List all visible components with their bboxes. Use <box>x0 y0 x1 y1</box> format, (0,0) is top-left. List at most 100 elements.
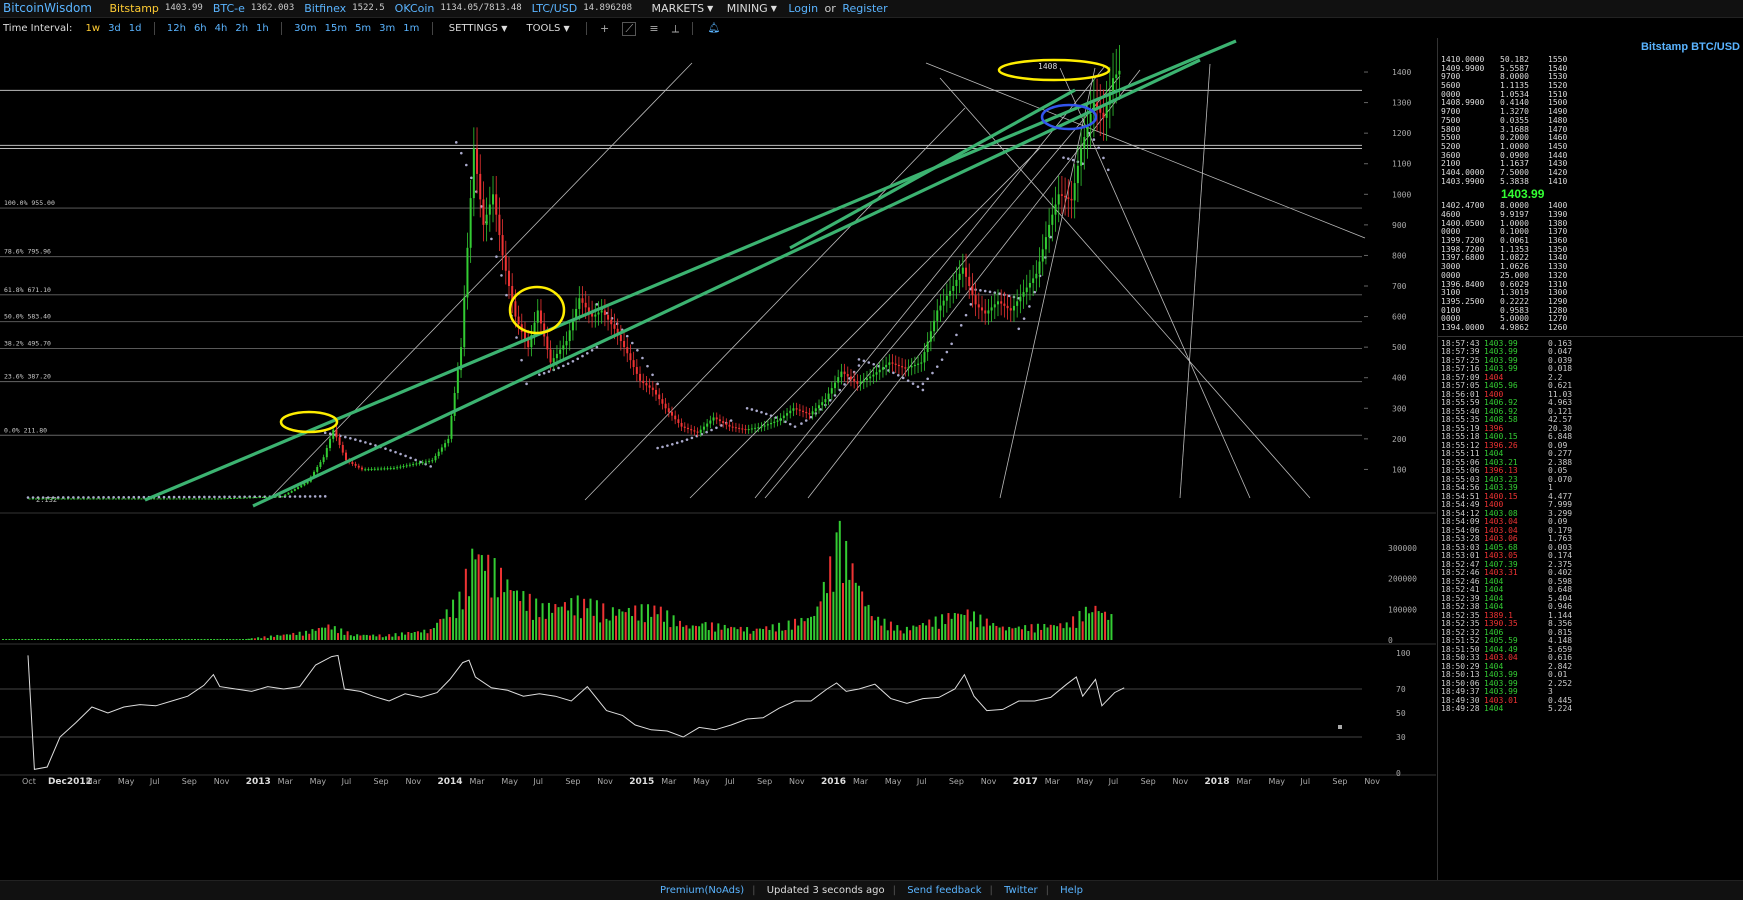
market-name[interactable]: OKCoin <box>394 2 435 15</box>
horizontal-lines-tool-icon[interactable]: ≡ <box>649 22 659 35</box>
candle-body <box>399 466 402 468</box>
volume-bar <box>149 639 152 640</box>
candle-body <box>677 419 680 423</box>
bid-price: 1396.8400 <box>1441 279 1485 289</box>
register-link[interactable]: Register <box>842 2 888 15</box>
trade-row: 18:54:09 1403.04 0.09 <box>1438 518 1743 527</box>
ask-level: 1420 <box>1548 167 1568 177</box>
interval-15m[interactable]: 15m <box>324 23 348 34</box>
mining-menu[interactable]: MINING ▼ <box>727 0 777 17</box>
trade-row: 18:50:33 1403.04 0.616 <box>1438 654 1743 663</box>
candle-body <box>795 408 798 410</box>
interval-1m[interactable]: 1m <box>403 23 420 34</box>
sar-dot <box>117 495 120 499</box>
volume-bar <box>912 625 915 640</box>
trade-row: 18:53:03 1405.68 0.003 <box>1438 543 1743 553</box>
candle-body <box>1102 112 1105 118</box>
sar-dot <box>605 311 609 315</box>
trade-amount: 5.659 <box>1548 644 1573 654</box>
fibonacci-tool-icon[interactable]: ⟂ <box>671 22 680 35</box>
drawn-diagonal-line <box>689 147 1041 499</box>
candle-body <box>495 194 498 215</box>
footer-divider: | <box>1045 885 1049 896</box>
volume-bar <box>94 639 97 640</box>
volume-bar <box>222 639 225 640</box>
sar-dot <box>465 163 468 167</box>
interval-3m[interactable]: 3m <box>379 23 396 34</box>
candle-body <box>351 462 354 464</box>
sar-dot <box>46 496 50 499</box>
trendline-tool-icon[interactable]: ⟋ <box>622 22 637 36</box>
market-name[interactable]: Bitfinex <box>304 2 347 15</box>
volume-bar <box>295 634 298 640</box>
volume-bar <box>69 639 72 640</box>
interval-4h[interactable]: 4h <box>214 23 228 34</box>
bid-row: 1399.7200 0.0061 1360 <box>1438 236 1743 246</box>
volume-bar <box>682 626 685 640</box>
sar-dot <box>921 382 925 386</box>
interval-3d[interactable]: 3d <box>108 23 121 34</box>
trade-row: 18:54:12 1403.08 3.299 <box>1438 509 1743 519</box>
candle-body <box>245 497 248 499</box>
interval-12h[interactable]: 12h <box>166 23 186 34</box>
bid-level: 1360 <box>1548 236 1568 246</box>
ask-amount: 1.0000 <box>1500 141 1529 151</box>
volume-pane: 0 100000 200000 300000 <box>2 520 1417 645</box>
interval-1h[interactable]: 1h <box>256 23 269 34</box>
trade-price: 1404 <box>1484 593 1504 603</box>
twitter-link[interactable]: Twitter <box>1004 885 1038 896</box>
candle-body <box>47 498 50 500</box>
volume-bar <box>62 639 65 640</box>
candle-body <box>380 468 383 470</box>
candle-body <box>1112 78 1115 92</box>
login-link[interactable]: Login <box>788 2 819 15</box>
interval-1w[interactable]: 1w <box>85 23 101 34</box>
market-name[interactable]: BTC-e <box>212 2 245 15</box>
interval-6h[interactable]: 6h <box>193 23 207 34</box>
settings-menu[interactable]: SETTINGS ▼ <box>449 19 508 38</box>
volume-bar <box>168 639 171 640</box>
volume-bar <box>816 606 819 640</box>
interval-5m[interactable]: 5m <box>355 23 372 34</box>
send-feedback-link[interactable]: Send feedback <box>907 885 982 896</box>
trade-price: 1403.04 <box>1484 525 1518 535</box>
crosshair-tool-icon[interactable]: + <box>600 22 610 35</box>
volume-bar <box>365 634 368 640</box>
candle-body <box>949 290 952 296</box>
candle-body <box>945 295 948 301</box>
volume-bar <box>340 628 343 640</box>
candle-body <box>1009 308 1012 311</box>
trade-time: 18:52:47 <box>1441 559 1480 569</box>
volume-bar <box>378 634 381 640</box>
market-name[interactable]: LTC/USD <box>531 2 578 15</box>
interval-2h[interactable]: 2h <box>235 23 249 34</box>
interval-1d[interactable]: 1d <box>128 23 142 34</box>
candle-body <box>236 497 239 499</box>
ask-amount: 5.5587 <box>1500 63 1529 73</box>
fib-level-label: 78.6% 795.96 <box>4 248 51 256</box>
candle-body <box>830 388 833 394</box>
tools-menu[interactable]: TOOLS ▼ <box>527 19 570 38</box>
updated-status: Updated 3 seconds ago <box>766 885 885 896</box>
candle-body <box>699 429 702 433</box>
market-name[interactable]: Bitstamp <box>109 2 159 15</box>
price-chart[interactable]: 100.0% 955.00 78.6% 795.96 61.8% 671.10 50.… <box>0 38 1436 880</box>
premium-link[interactable]: Premium(NoAds) <box>660 885 745 896</box>
markets-menu[interactable]: MARKETS ▼ <box>652 0 714 17</box>
brand-logo[interactable]: BitcoinWisdom <box>3 1 92 15</box>
trade-time: 18:55:06 <box>1441 466 1480 476</box>
volume-bar <box>624 612 627 640</box>
bell-icon[interactable]: 🔔︎ <box>707 23 721 34</box>
help-link[interactable]: Help <box>1060 885 1083 896</box>
time-axis-label: Nov <box>597 777 613 786</box>
sar-dot <box>715 426 718 430</box>
trade-price: 1396.13 <box>1484 466 1518 476</box>
interval-30m[interactable]: 30m <box>294 23 317 34</box>
candle-body <box>319 462 322 467</box>
bid-level: 1270 <box>1548 314 1568 324</box>
time-axis-label: May <box>1268 777 1285 786</box>
candle-body <box>322 457 325 463</box>
highlight-ellipse <box>1040 103 1098 131</box>
sar-dot <box>998 292 1001 295</box>
ask-price: 1409.9900 <box>1441 63 1485 73</box>
